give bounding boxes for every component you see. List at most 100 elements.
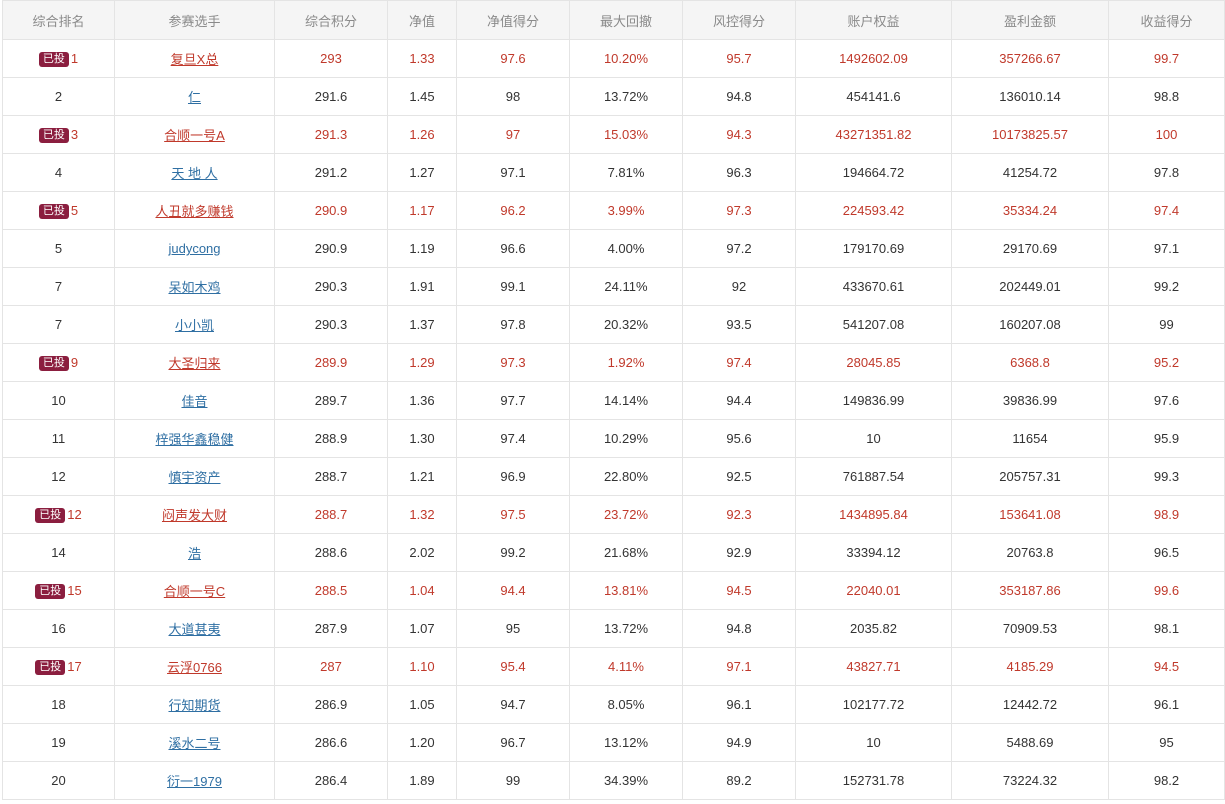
equity-cell: 224593.42 [795, 191, 952, 230]
profit-cell: 20763.8 [951, 533, 1109, 572]
header-profit[interactable]: 盈利金额 [951, 0, 1109, 40]
player-link[interactable]: 云浮0766 [167, 660, 222, 675]
nav-score-cell: 97.3 [456, 343, 570, 382]
player-cell: 合顺一号A [114, 115, 275, 154]
profit-cell: 6368.8 [951, 343, 1109, 382]
max-drawdown-cell: 14.14% [569, 381, 683, 420]
player-cell: 闷声发大财 [114, 495, 275, 534]
player-link[interactable]: 慎宇资产 [168, 470, 221, 485]
player-link[interactable]: 呆如木鸡 [168, 280, 221, 295]
profit-cell: 41254.72 [951, 153, 1109, 192]
table-row: 已投 15 合顺一号C 288.5 1.04 94.4 13.81% 94.5 22040.01… [2, 571, 1225, 610]
equity-cell: 761887.54 [795, 457, 952, 496]
player-link[interactable]: 小小凯 [174, 318, 214, 333]
rank-number: 4 [54, 165, 63, 180]
nav-cell: 1.37 [387, 305, 457, 344]
max-drawdown-cell: 34.39% [569, 761, 683, 800]
player-link[interactable]: 合顺一号A [164, 128, 225, 143]
profit-cell: 70909.53 [951, 609, 1109, 648]
player-link[interactable]: 合顺一号C [163, 584, 226, 599]
rank-number: 1 [70, 50, 79, 66]
player-link[interactable]: 衍一1979 [167, 774, 222, 789]
return-score-cell: 98.8 [1108, 77, 1225, 116]
return-score-cell: 95.9 [1108, 419, 1225, 458]
rank-cell: 7 [2, 267, 115, 306]
equity-cell: 22040.01 [795, 571, 952, 610]
rank-number: 12 [51, 469, 66, 484]
risk-score-cell: 94.8 [682, 77, 796, 116]
nav-score-cell: 95.4 [456, 647, 570, 686]
risk-score-cell: 97.1 [682, 647, 796, 686]
player-link[interactable]: 溪水二号 [168, 736, 221, 751]
invested-badge: 已投 [35, 507, 66, 523]
invested-badge: 已投 [38, 355, 69, 371]
nav-score-cell: 97.1 [456, 153, 570, 192]
rank-number: 19 [51, 735, 66, 750]
player-link[interactable]: 浩 [187, 546, 201, 561]
header-total-score[interactable]: 综合积分 [274, 0, 388, 40]
header-risk-score[interactable]: 风控得分 [682, 0, 796, 40]
max-drawdown-cell: 4.00% [569, 229, 683, 268]
rank-cell: 20 [2, 761, 115, 800]
player-link[interactable]: 大道甚夷 [168, 622, 221, 637]
header-equity[interactable]: 账户权益 [795, 0, 952, 40]
table-row: 18 行知期货 286.9 1.05 94.7 8.05% 96.1 102177.72 124… [2, 685, 1225, 724]
invested-badge: 已投 [35, 583, 66, 599]
total-score-cell: 290.3 [274, 267, 388, 306]
rank-cell: 5 [2, 229, 115, 268]
player-link[interactable]: 闷声发大财 [161, 508, 227, 523]
rank-cell: 14 [2, 533, 115, 572]
profit-cell: 10173825.57 [951, 115, 1109, 154]
nav-cell: 1.26 [387, 115, 457, 154]
equity-cell: 28045.85 [795, 343, 952, 382]
risk-score-cell: 95.7 [682, 39, 796, 78]
player-cell: 云浮0766 [114, 647, 275, 686]
rank-cell: 10 [2, 381, 115, 420]
player-link[interactable]: judycong [168, 241, 221, 256]
rank-number: 5 [54, 241, 63, 256]
header-return-score[interactable]: 收益得分 [1108, 0, 1225, 40]
return-score-cell: 97.8 [1108, 153, 1225, 192]
rank-number: 14 [51, 545, 66, 560]
nav-score-cell: 97.7 [456, 381, 570, 420]
profit-cell: 202449.01 [951, 267, 1109, 306]
player-link[interactable]: 佳音 [181, 394, 208, 409]
player-cell: 合顺一号C [114, 571, 275, 610]
header-max-drawdown[interactable]: 最大回撤 [569, 0, 683, 40]
rank-number: 7 [54, 317, 63, 332]
total-score-cell: 286.6 [274, 723, 388, 762]
player-link[interactable]: 人丑就多赚钱 [155, 204, 234, 219]
rank-number: 20 [51, 773, 66, 788]
player-link[interactable]: 行知期货 [168, 698, 221, 713]
total-score-cell: 289.7 [274, 381, 388, 420]
nav-cell: 1.45 [387, 77, 457, 116]
player-link[interactable]: 梓强华鑫稳健 [155, 432, 234, 447]
header-nav[interactable]: 净值 [387, 0, 457, 40]
rank-cell: 11 [2, 419, 115, 458]
player-link[interactable]: 天 地 人 [171, 166, 218, 181]
player-link[interactable]: 仁 [187, 90, 201, 105]
player-link[interactable]: 大圣归来 [168, 356, 221, 371]
equity-cell: 194664.72 [795, 153, 952, 192]
nav-score-cell: 96.7 [456, 723, 570, 762]
rank-cell: 已投 17 [2, 647, 115, 686]
player-cell: 大道甚夷 [114, 609, 275, 648]
profit-cell: 136010.14 [951, 77, 1109, 116]
equity-cell: 149836.99 [795, 381, 952, 420]
max-drawdown-cell: 13.72% [569, 77, 683, 116]
risk-score-cell: 97.2 [682, 229, 796, 268]
rank-cell: 18 [2, 685, 115, 724]
profit-cell: 29170.69 [951, 229, 1109, 268]
player-link[interactable]: 复旦X总 [170, 52, 219, 67]
max-drawdown-cell: 13.12% [569, 723, 683, 762]
nav-cell: 1.32 [387, 495, 457, 534]
header-player[interactable]: 参赛选手 [114, 0, 275, 40]
equity-cell: 43271351.82 [795, 115, 952, 154]
rank-cell: 已投 3 [2, 115, 115, 154]
header-nav-score[interactable]: 净值得分 [456, 0, 570, 40]
rank-cell: 已投 1 [2, 39, 115, 78]
nav-cell: 1.33 [387, 39, 457, 78]
return-score-cell: 99.3 [1108, 457, 1225, 496]
header-rank[interactable]: 综合排名 [2, 0, 115, 40]
total-score-cell: 288.6 [274, 533, 388, 572]
